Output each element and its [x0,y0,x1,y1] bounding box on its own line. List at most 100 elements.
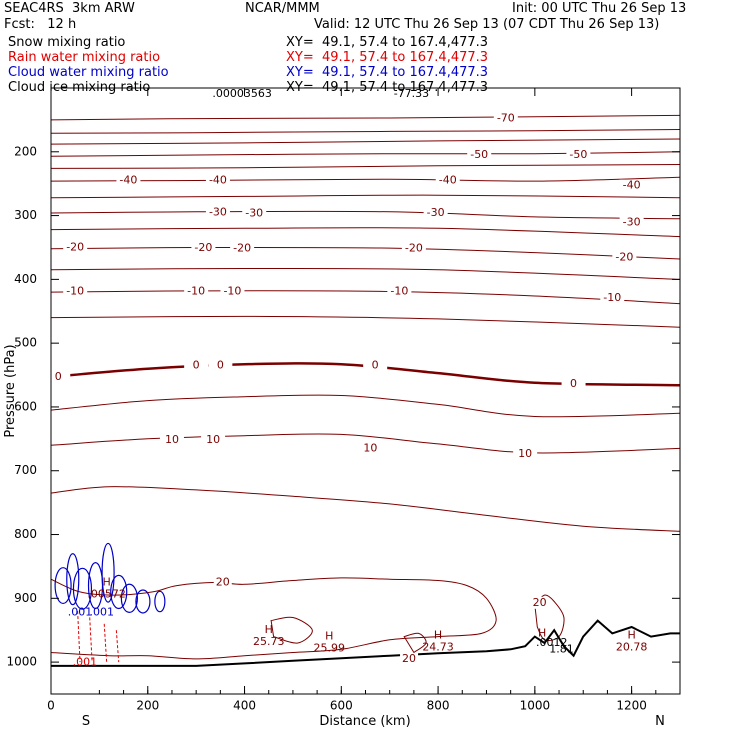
isotherm-label-bg [387,285,412,298]
isotherm-label-bg [46,370,71,383]
cloud-water-contour [135,589,151,614]
isotherm-label-bg [513,448,538,461]
isotherm-label: 0 [193,358,200,371]
field-label-rain: Rain water mixing ratio [8,50,161,65]
x-tick-label: 800 [427,699,450,713]
high-marker: H [627,628,635,641]
high-value: 25.73 [253,635,285,648]
cloud-water-contour [66,553,80,606]
rain-contour [89,617,93,663]
high-value: 24.73 [422,640,454,653]
cloud-water-contour [154,590,166,613]
isotherm-line [50,129,681,134]
isotherm-label-bg [363,359,388,372]
terrain [51,619,680,667]
south-label: S [82,714,90,729]
high-value: .00572 [87,587,126,600]
terrain-line [51,619,680,667]
high-marker: H [103,575,111,588]
x-tick-label: 200 [136,699,159,713]
forecast-hour: Fcst: 12 h [4,17,77,32]
precip-features [50,542,565,663]
isotherm-label-bg [619,216,644,229]
rain-contour [103,623,108,663]
field-xy-cloud-water: XY= 49.1, 57.4 to 167.4,477.3 [286,65,489,80]
isotherm-line [50,164,681,169]
isotherm-label: -10 [66,284,84,297]
high-marker: H [434,628,442,641]
contour-label: 20 [402,652,416,665]
contour-label-bg [213,576,232,589]
y-tick-label: 200 [14,144,37,158]
isotherm-label-bg [493,112,518,125]
isotherm-label: -20 [233,242,251,255]
warm-cell-contour [270,616,313,644]
contour-labels: -70 -50 -50 -40 -40 -40 -40 -30 -30 -30 -30 -20 -20 -… [46,87,647,669]
isotherm-label: -30 [209,205,227,218]
isotherm-label: 10 [518,447,532,460]
high-marker: H [538,626,546,639]
isotherm-label-bg [201,434,226,447]
isotherm-line [50,433,681,454]
isotherm-label-bg [184,359,209,372]
isotherm-line [50,210,681,220]
isotherm-line [50,362,681,387]
x-tick-label: 400 [233,699,256,713]
isotherm-line [50,290,681,305]
x-tick-label: 1000 [520,699,551,713]
isotherm-label-bg [435,174,460,187]
isotherm-label-bg [159,434,184,447]
model-title: SEAC4RS 3km ARW [4,1,135,16]
contour-label-bg [530,596,549,609]
contour-label: 20 [216,575,230,588]
isotherm-label-bg [184,285,209,298]
y-tick-label: 400 [14,272,37,286]
isotherm-label-bg [220,285,245,298]
warm-boundary-contour [50,577,497,660]
isotherm-label: -30 [427,206,445,219]
field-xy-snow: XY= 49.1, 57.4 to 167.4,477.3 [286,35,489,50]
isotherm-line [50,114,681,121]
y-tick-label: 1000 [6,655,37,669]
field-xy-rain: XY= 49.1, 57.4 to 167.4,477.3 [286,50,489,65]
y-tick-label: 900 [14,591,37,605]
isotherm-line [50,267,681,280]
isotherm-label-bg [205,174,230,187]
field-value-label: .001 [90,605,115,618]
x-axis-label: Distance (km) [319,714,410,729]
isotherm-label-bg [401,242,426,255]
isotherm-label: -20 [615,251,633,264]
isotherm-line [50,138,681,145]
isotherm-line [50,246,681,260]
isotherm-line [50,486,681,532]
y-tick-label: 800 [14,527,37,541]
isotherm-label: -20 [194,241,212,254]
field-label-snow: Snow mixing ratio [8,35,126,50]
x-tick-label: 600 [330,699,353,713]
isotherm-label-bg [612,251,637,264]
isotherm-label-bg [205,206,230,219]
isotherm-line [50,227,681,238]
top-value-label: .00003563 [212,87,272,100]
isotherm-label: -20 [405,242,423,255]
isotherm-line [50,315,681,328]
x-tick-label: 0 [47,699,55,713]
warm-cell-contour [403,632,427,654]
isotherm-label: -40 [439,173,457,186]
isotherm-label: -50 [470,148,488,161]
isotherm-label-bg [619,179,644,192]
high-marker: H [325,630,333,643]
north-label: N [655,714,665,729]
cloud-water-contour [87,561,104,610]
isotherm-label-bg [358,442,383,455]
top-value-label: -77.33 [394,87,429,100]
contour-label: 20 [533,596,547,609]
isotherm-label: -70 [497,112,515,125]
cloud-water-contour [110,574,128,610]
y-tick-label: 700 [14,463,37,477]
rain-contour [115,630,120,663]
high-value: 25.99 [313,642,345,655]
warm-cell-contour [534,594,565,641]
cloud-water-contour [72,567,93,610]
